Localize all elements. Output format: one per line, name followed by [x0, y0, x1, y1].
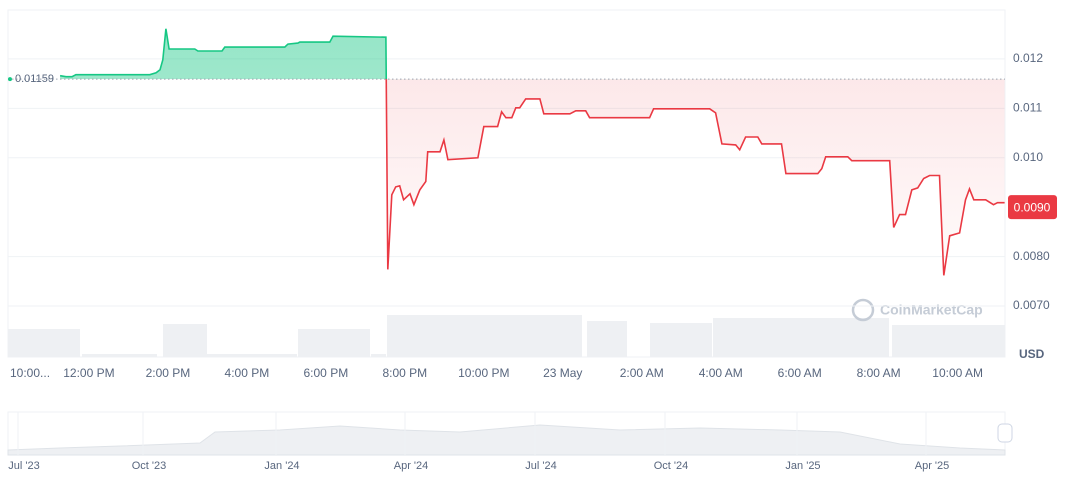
- area-down: [60, 79, 1005, 276]
- x-tick-label: 2:00 PM: [146, 366, 191, 380]
- navigator-label: Jul '24: [525, 460, 556, 472]
- x-tick-label: 4:00 AM: [699, 366, 743, 380]
- price-line-up: [59, 28, 388, 80]
- current-price-badge: [1008, 195, 1057, 220]
- x-tick-label: 10:00 AM: [932, 366, 983, 380]
- area-up: [60, 28, 387, 80]
- x-tick-label: 10:00 PM: [458, 366, 509, 380]
- x-tick-label: 6:00 PM: [304, 366, 349, 380]
- current-price-label: 0.0090: [1014, 200, 1051, 214]
- y-tick-label: 0.0080: [1013, 249, 1050, 263]
- navigator-area: [7, 424, 1006, 456]
- baseline-dot: [8, 77, 12, 82]
- navigator-label: Jan '25: [785, 460, 820, 472]
- navigator-label: Apr '25: [915, 460, 950, 472]
- navigator-label: Oct '24: [654, 460, 689, 472]
- y-tick-label: 0.011: [1013, 101, 1042, 115]
- y-tick-label: 0.010: [1013, 150, 1043, 164]
- navigator-label: Oct '23: [132, 460, 167, 472]
- y-tick-label: 0.012: [1013, 51, 1043, 65]
- x-tick-label: 8:00 AM: [857, 366, 901, 380]
- navigator-handle[interactable]: [997, 423, 1013, 443]
- x-tick-label: 6:00 AM: [778, 366, 822, 380]
- watermark: CoinMarketCap: [851, 298, 983, 322]
- currency-label: USD: [1019, 347, 1045, 361]
- watermark-text: CoinMarketCap: [880, 302, 983, 318]
- x-tick-label: 2:00 AM: [620, 366, 664, 380]
- x-tick-label: 23 May: [543, 366, 582, 380]
- x-tick-label: 12:00 PM: [63, 366, 114, 380]
- navigator-label: Apr '24: [394, 460, 429, 472]
- x-tick-label: 10:00...: [10, 366, 50, 380]
- x-tick-label: 4:00 PM: [225, 366, 270, 380]
- baseline-label: 0.01159: [15, 73, 54, 85]
- x-tick-label: 8:00 PM: [382, 366, 427, 380]
- navigator-label: Jan '24: [264, 460, 299, 472]
- price-line-down: [385, 79, 1005, 276]
- navigator-label: Jul '23: [8, 460, 39, 472]
- y-tick-label: 0.0070: [1013, 298, 1050, 312]
- volume-bars: [8, 315, 1005, 357]
